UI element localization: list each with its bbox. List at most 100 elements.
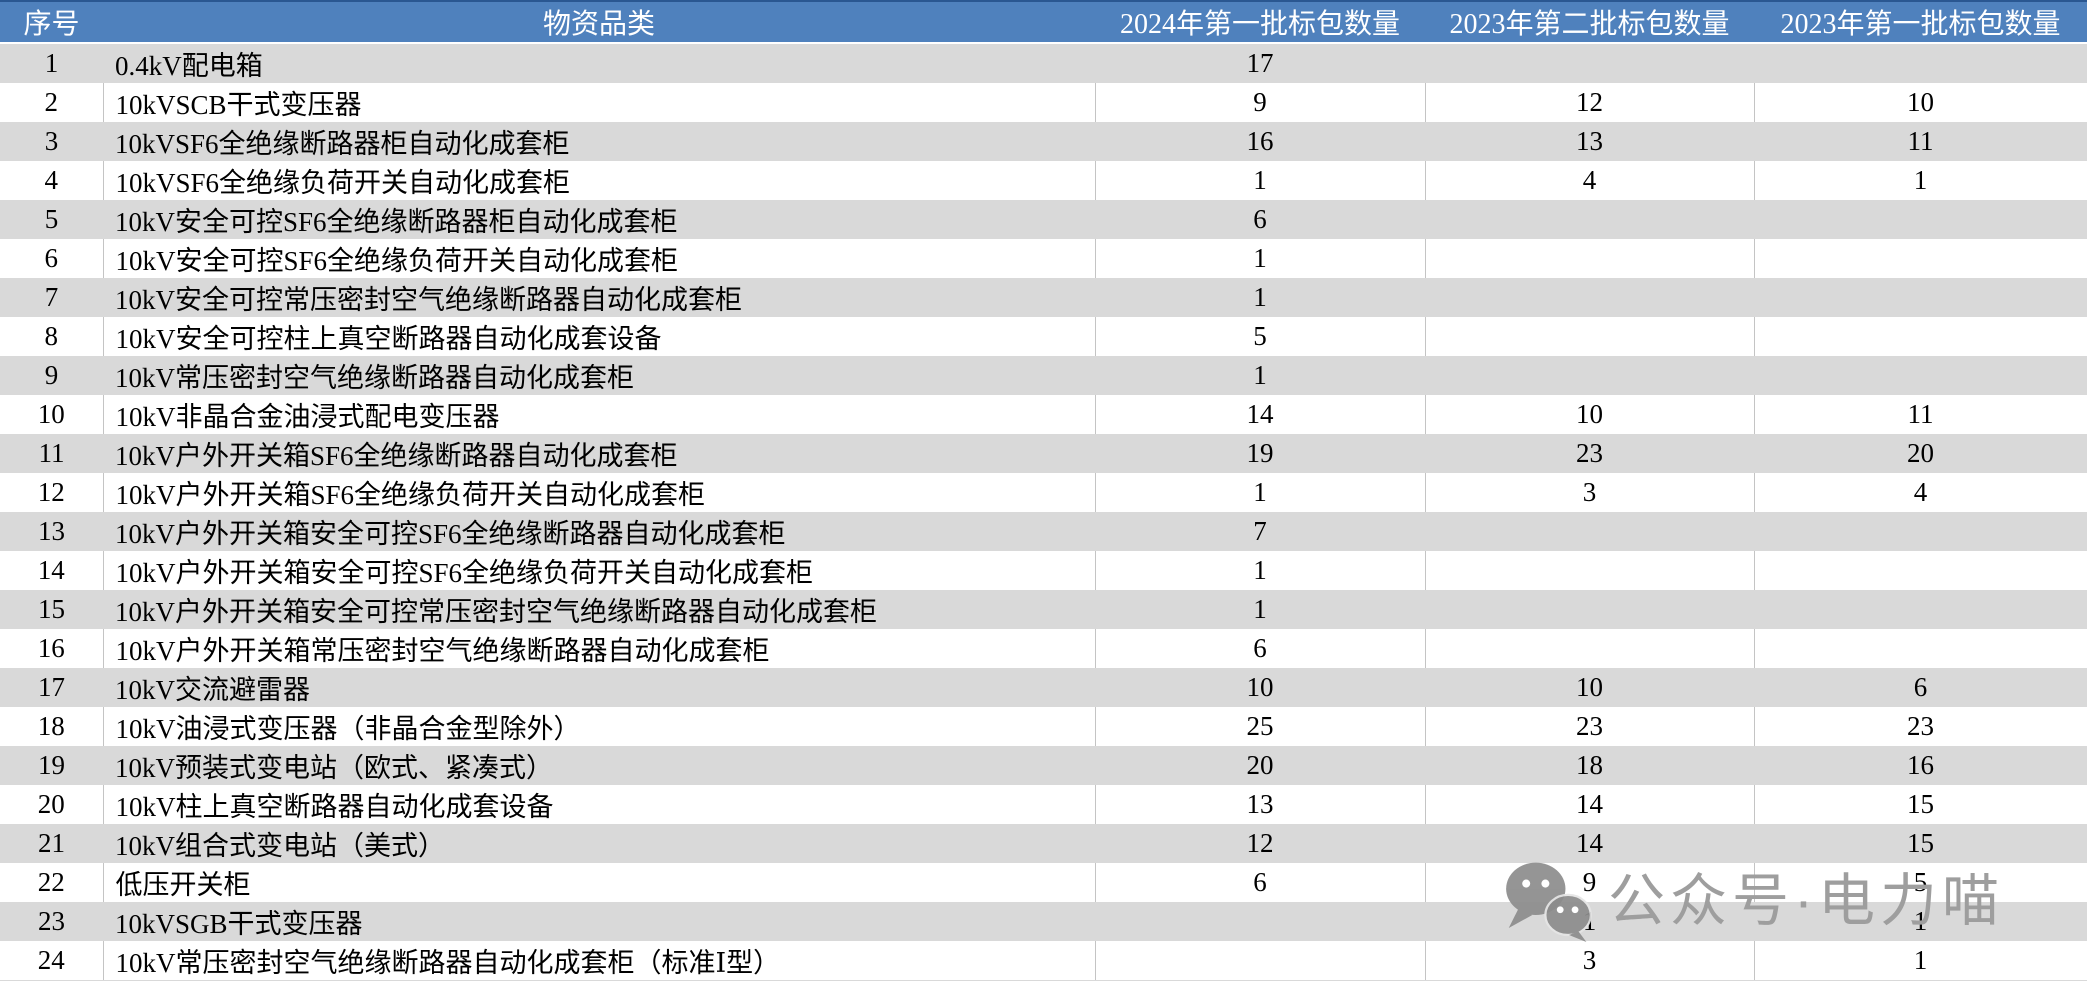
cell-2023-batch1-count: 11	[1753, 395, 2087, 434]
cell-serial-number: 8	[0, 317, 103, 356]
cell-2023-batch1-count	[1754, 590, 2087, 629]
cell-2023-batch2-count	[1425, 278, 1754, 317]
cell-2023-batch1-count: 11	[1754, 122, 2087, 161]
cell-2023-batch2-count: 14	[1425, 824, 1754, 863]
table-row: 4 10kVSF6全绝缘负荷开关自动化成套柜 1 4 1	[0, 161, 2087, 200]
cell-2023-batch2-count	[1425, 590, 1754, 629]
cell-2023-batch1-count	[1754, 43, 2087, 83]
cell-2023-batch1-count: 4	[1753, 473, 2087, 512]
cell-serial-number: 23	[0, 902, 103, 941]
cell-serial-number: 5	[0, 200, 103, 239]
cell-2024-batch1-count: 6	[1094, 863, 1425, 902]
table-row: 17 10kV交流避雷器 10 10 6	[0, 668, 2087, 707]
cell-2023-batch2-count: 1	[1425, 902, 1754, 941]
cell-2024-batch1-count: 1	[1095, 356, 1425, 395]
cell-2023-batch1-count: 10	[1753, 83, 2087, 122]
table-row: 22 低压开关柜 6 9 5	[0, 863, 2087, 902]
cell-material-category: 10kVSCB干式变压器	[102, 83, 1095, 122]
cell-2023-batch1-count: 23	[1753, 707, 2087, 746]
cell-2024-batch1-count: 14	[1094, 395, 1425, 434]
table-row: 1 0.4kV配电箱 17	[0, 43, 2087, 83]
cell-2023-batch1-count: 1	[1753, 161, 2087, 200]
cell-2023-batch1-count: 15	[1753, 785, 2087, 824]
cell-serial-number: 14	[0, 551, 103, 590]
cell-2023-batch2-count	[1425, 43, 1754, 83]
cell-2023-batch1-count	[1753, 317, 2087, 356]
cell-2023-batch1-count	[1753, 551, 2087, 590]
cell-2023-batch2-count	[1425, 512, 1754, 551]
header-material-category: 物资品类	[103, 1, 1095, 44]
cell-material-category: 10kV户外开关箱SF6全绝缘负荷开关自动化成套柜	[102, 473, 1095, 512]
table-header: 序号 物资品类 2024年第一批标包数量 2023年第二批标包数量 2023年第…	[0, 1, 2087, 44]
cell-2024-batch1-count: 6	[1094, 629, 1425, 668]
table-row: 12 10kV户外开关箱SF6全绝缘负荷开关自动化成套柜 1 3 4	[0, 473, 2087, 512]
cell-material-category: 10kV交流避雷器	[103, 668, 1095, 707]
cell-2024-batch1-count: 10	[1095, 668, 1425, 707]
cell-2023-batch2-count	[1425, 200, 1754, 239]
cell-2023-batch1-count	[1754, 356, 2087, 395]
cell-2024-batch1-count: 25	[1094, 707, 1425, 746]
cell-material-category: 10kV安全可控SF6全绝缘断路器柜自动化成套柜	[103, 200, 1095, 239]
cell-2023-batch2-count	[1425, 356, 1754, 395]
cell-serial-number: 9	[0, 356, 103, 395]
table-row: 16 10kV户外开关箱常压密封空气绝缘断路器自动化成套柜 6	[0, 629, 2087, 668]
table-row: 2 10kVSCB干式变压器 9 12 10	[0, 83, 2087, 122]
cell-serial-number: 20	[0, 785, 103, 824]
cell-material-category: 10kV柱上真空断路器自动化成套设备	[102, 785, 1095, 824]
cell-serial-number: 7	[0, 278, 103, 317]
cell-material-category: 10kV安全可控SF6全绝缘负荷开关自动化成套柜	[102, 239, 1095, 278]
cell-material-category: 10kV户外开关箱安全可控SF6全绝缘负荷开关自动化成套柜	[102, 551, 1095, 590]
cell-2023-batch1-count: 1	[1754, 902, 2087, 941]
cell-2023-batch2-count: 14	[1424, 785, 1754, 824]
cell-2023-batch1-count: 20	[1754, 434, 2087, 473]
cell-2023-batch2-count	[1424, 629, 1754, 668]
cell-material-category: 10kV安全可控柱上真空断路器自动化成套设备	[102, 317, 1095, 356]
cell-material-category: 10kV常压密封空气绝缘断路器自动化成套柜	[103, 356, 1095, 395]
cell-serial-number: 10	[0, 395, 103, 434]
table-row: 6 10kV安全可控SF6全绝缘负荷开关自动化成套柜 1	[0, 239, 2087, 278]
cell-serial-number: 15	[0, 590, 103, 629]
cell-2023-batch2-count	[1424, 239, 1754, 278]
cell-2024-batch1-count	[1095, 902, 1425, 941]
cell-material-category: 10kV户外开关箱SF6全绝缘断路器自动化成套柜	[103, 434, 1095, 473]
cell-serial-number: 22	[0, 863, 103, 902]
cell-material-category: 10kV常压密封空气绝缘断路器自动化成套柜（标准Ⅰ型）	[102, 941, 1095, 980]
cell-2023-batch1-count	[1753, 629, 2087, 668]
cell-2024-batch1-count: 16	[1095, 122, 1425, 161]
header-2023-batch2-count: 2023年第二批标包数量	[1425, 1, 1754, 44]
cell-2024-batch1-count: 13	[1094, 785, 1425, 824]
cell-material-category: 10kV组合式变电站（美式）	[103, 824, 1095, 863]
cell-2024-batch1-count: 20	[1095, 746, 1425, 785]
cell-serial-number: 11	[0, 434, 103, 473]
table-row: 9 10kV常压密封空气绝缘断路器自动化成套柜 1	[0, 356, 2087, 395]
table-row: 11 10kV户外开关箱SF6全绝缘断路器自动化成套柜 19 23 20	[0, 434, 2087, 473]
cell-2023-batch1-count	[1754, 200, 2087, 239]
header-2024-batch1-count: 2024年第一批标包数量	[1095, 1, 1425, 44]
table-row: 15 10kV户外开关箱安全可控常压密封空气绝缘断路器自动化成套柜 1	[0, 590, 2087, 629]
cell-2023-batch2-count: 10	[1425, 668, 1754, 707]
table-row: 10 10kV非晶合金油浸式配电变压器 14 10 11	[0, 395, 2087, 434]
cell-2024-batch1-count: 19	[1095, 434, 1425, 473]
table-row: 14 10kV户外开关箱安全可控SF6全绝缘负荷开关自动化成套柜 1	[0, 551, 2087, 590]
cell-2024-batch1-count: 5	[1094, 317, 1425, 356]
cell-2023-batch1-count	[1754, 278, 2087, 317]
cell-2023-batch2-count	[1424, 317, 1754, 356]
cell-material-category: 10kVSF6全绝缘负荷开关自动化成套柜	[102, 161, 1095, 200]
table-row: 21 10kV组合式变电站（美式） 12 14 15	[0, 824, 2087, 863]
cell-2024-batch1-count: 1	[1095, 590, 1425, 629]
cell-material-category: 低压开关柜	[102, 863, 1095, 902]
cell-material-category: 10kV户外开关箱安全可控SF6全绝缘断路器自动化成套柜	[103, 512, 1095, 551]
cell-serial-number: 13	[0, 512, 103, 551]
table-row: 19 10kV预装式变电站（欧式、紧凑式） 20 18 16	[0, 746, 2087, 785]
cell-material-category: 10kV非晶合金油浸式配电变压器	[102, 395, 1095, 434]
table-row: 20 10kV柱上真空断路器自动化成套设备 13 14 15	[0, 785, 2087, 824]
cell-2023-batch2-count: 9	[1424, 863, 1754, 902]
cell-serial-number: 12	[0, 473, 103, 512]
cell-2023-batch1-count	[1754, 512, 2087, 551]
cell-2023-batch2-count: 10	[1424, 395, 1754, 434]
cell-2023-batch2-count: 13	[1425, 122, 1754, 161]
cell-serial-number: 4	[0, 161, 103, 200]
table-row: 5 10kV安全可控SF6全绝缘断路器柜自动化成套柜 6	[0, 200, 2087, 239]
cell-serial-number: 17	[0, 668, 103, 707]
